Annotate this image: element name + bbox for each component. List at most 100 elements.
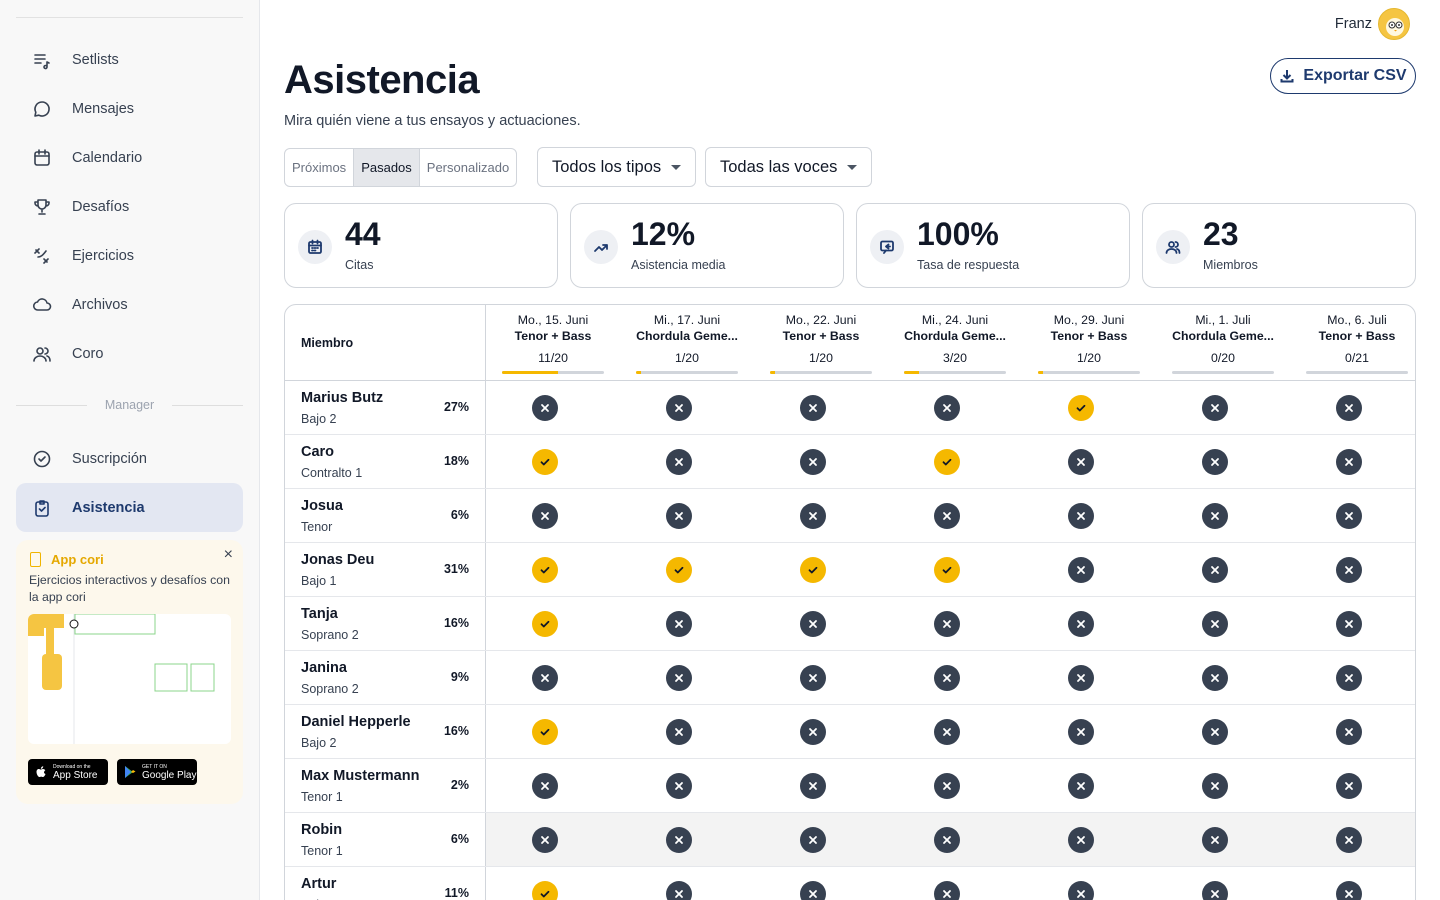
- attendance-no[interactable]: [934, 611, 960, 637]
- attendance-no[interactable]: [1202, 773, 1228, 799]
- attendance-no[interactable]: [1068, 449, 1094, 475]
- member-name[interactable]: Caro: [301, 444, 335, 460]
- member-name[interactable]: Robin: [301, 822, 343, 838]
- attendance-no[interactable]: [532, 773, 558, 799]
- attendance-yes[interactable]: [666, 557, 692, 583]
- segment-pasados[interactable]: Pasados: [354, 149, 420, 186]
- attendance-no[interactable]: [666, 827, 692, 853]
- member-name[interactable]: Josua: [301, 498, 343, 514]
- googleplay-button[interactable]: GET IT ON Google Play: [117, 759, 197, 785]
- attendance-no[interactable]: [934, 395, 960, 421]
- attendance-no[interactable]: [666, 449, 692, 475]
- attendance-no[interactable]: [666, 881, 692, 900]
- attendance-no[interactable]: [1336, 395, 1362, 421]
- attendance-yes[interactable]: [532, 449, 558, 475]
- attendance-yes[interactable]: [1068, 395, 1094, 421]
- event-column-header[interactable]: Mo., 6. Juli Tenor + Bass 0/21: [1290, 312, 1415, 374]
- attendance-yes[interactable]: [532, 881, 558, 900]
- sidebar-item-mensajes[interactable]: Mensajes: [16, 84, 243, 133]
- appstore-button[interactable]: Download on the App Store: [28, 759, 108, 785]
- attendance-no[interactable]: [532, 503, 558, 529]
- attendance-no[interactable]: [934, 503, 960, 529]
- attendance-no[interactable]: [1202, 395, 1228, 421]
- attendance-no[interactable]: [666, 395, 692, 421]
- event-column-header[interactable]: Mi., 1. Juli Chordula Geme... 0/20: [1156, 312, 1290, 374]
- attendance-yes[interactable]: [532, 557, 558, 583]
- attendance-no[interactable]: [666, 773, 692, 799]
- event-column-header[interactable]: Mo., 29. Juni Tenor + Bass 1/20: [1022, 312, 1156, 374]
- attendance-no[interactable]: [1202, 665, 1228, 691]
- attendance-no[interactable]: [666, 503, 692, 529]
- attendance-no[interactable]: [800, 881, 826, 900]
- attendance-no[interactable]: [1068, 719, 1094, 745]
- attendance-no[interactable]: [1202, 503, 1228, 529]
- member-name[interactable]: Jonas Deu: [301, 552, 375, 568]
- attendance-no[interactable]: [1068, 665, 1094, 691]
- attendance-no[interactable]: [800, 611, 826, 637]
- segment-proximos[interactable]: Próximos: [285, 149, 355, 186]
- attendance-no[interactable]: [1336, 557, 1362, 583]
- attendance-no[interactable]: [1068, 881, 1094, 900]
- attendance-yes[interactable]: [532, 611, 558, 637]
- attendance-no[interactable]: [1202, 881, 1228, 900]
- attendance-no[interactable]: [934, 827, 960, 853]
- attendance-no[interactable]: [1068, 611, 1094, 637]
- attendance-no[interactable]: [1336, 719, 1362, 745]
- type-dropdown[interactable]: Todos los tipos: [537, 147, 697, 187]
- attendance-no[interactable]: [666, 665, 692, 691]
- sidebar-item-ejercicios[interactable]: Ejercicios: [16, 231, 243, 280]
- attendance-no[interactable]: [800, 773, 826, 799]
- member-name[interactable]: Max Mustermann: [301, 768, 420, 784]
- attendance-no[interactable]: [532, 665, 558, 691]
- attendance-no[interactable]: [800, 449, 826, 475]
- segment-personalizado[interactable]: Personalizado: [426, 160, 510, 175]
- attendance-no[interactable]: [532, 827, 558, 853]
- attendance-no[interactable]: [1068, 503, 1094, 529]
- export-csv-button[interactable]: Exportar CSV: [1270, 58, 1416, 94]
- attendance-no[interactable]: [1202, 827, 1228, 853]
- attendance-yes[interactable]: [532, 719, 558, 745]
- attendance-no[interactable]: [1336, 773, 1362, 799]
- voice-dropdown[interactable]: Todas las voces: [705, 147, 873, 187]
- user-menu[interactable]: Franz: [1335, 8, 1410, 40]
- attendance-no[interactable]: [1068, 557, 1094, 583]
- attendance-no[interactable]: [1202, 449, 1228, 475]
- sidebar-item-setlists[interactable]: Setlists: [16, 35, 243, 84]
- member-name[interactable]: Marius Butz: [301, 390, 384, 406]
- event-column-header[interactable]: Mi., 24. Juni Chordula Geme... 3/20: [888, 312, 1022, 374]
- attendance-no[interactable]: [1336, 611, 1362, 637]
- attendance-no[interactable]: [1336, 827, 1362, 853]
- attendance-no[interactable]: [532, 395, 558, 421]
- attendance-no[interactable]: [800, 827, 826, 853]
- attendance-no[interactable]: [800, 665, 826, 691]
- member-name[interactable]: Tanja: [301, 606, 338, 622]
- attendance-no[interactable]: [934, 773, 960, 799]
- event-column-header[interactable]: Mo., 15. Juni Tenor + Bass 11/20: [486, 312, 620, 374]
- sidebar-item-coro[interactable]: Coro: [16, 329, 243, 378]
- attendance-no[interactable]: [1336, 503, 1362, 529]
- attendance-yes[interactable]: [934, 449, 960, 475]
- attendance-no[interactable]: [934, 665, 960, 691]
- attendance-no[interactable]: [666, 719, 692, 745]
- event-column-header[interactable]: Mo., 22. Juni Tenor + Bass 1/20: [754, 312, 888, 374]
- member-name[interactable]: Daniel Hepperle: [301, 714, 411, 730]
- attendance-no[interactable]: [1336, 449, 1362, 475]
- attendance-no[interactable]: [1336, 665, 1362, 691]
- attendance-no[interactable]: [934, 881, 960, 900]
- attendance-yes[interactable]: [800, 557, 826, 583]
- attendance-no[interactable]: [800, 719, 826, 745]
- sidebar-item-suscripcion[interactable]: Suscripción: [16, 434, 243, 483]
- attendance-no[interactable]: [800, 395, 826, 421]
- attendance-no[interactable]: [800, 503, 826, 529]
- attendance-no[interactable]: [1202, 557, 1228, 583]
- attendance-no[interactable]: [1202, 719, 1228, 745]
- sidebar-item-calendario[interactable]: Calendario: [16, 133, 243, 182]
- member-name[interactable]: Janina: [301, 660, 347, 676]
- sidebar-item-asistencia[interactable]: Asistencia: [16, 483, 243, 532]
- attendance-yes[interactable]: [934, 557, 960, 583]
- member-name[interactable]: Artur: [301, 876, 337, 892]
- event-column-header[interactable]: Mi., 17. Juni Chordula Geme... 1/20: [620, 312, 754, 374]
- sidebar-item-archivos[interactable]: Archivos: [16, 280, 243, 329]
- sidebar-item-desafios[interactable]: Desafíos: [16, 182, 243, 231]
- attendance-no[interactable]: [1202, 611, 1228, 637]
